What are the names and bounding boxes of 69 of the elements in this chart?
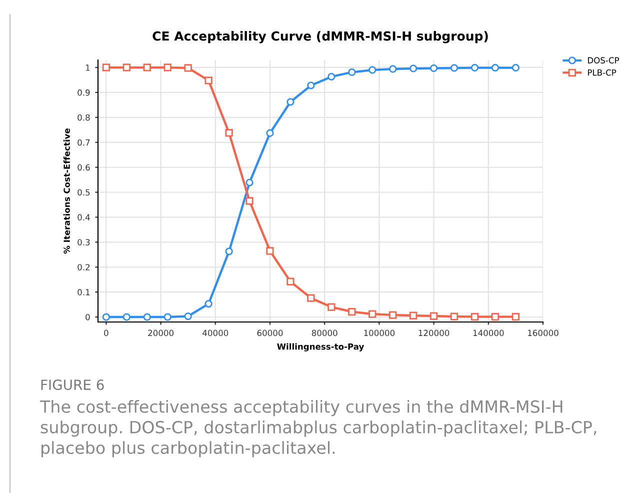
point <box>225 248 233 256</box>
y-tick-label: 0.7 <box>78 139 90 146</box>
y-tick-label: 1 <box>86 64 90 71</box>
x-tick-label: 20000 <box>148 330 174 336</box>
point <box>184 312 192 320</box>
y-tick-label: 0.2 <box>78 264 90 270</box>
point <box>430 64 438 72</box>
point <box>164 64 172 72</box>
point <box>430 312 438 320</box>
point <box>164 313 172 321</box>
y-tick-label: 0.1 <box>78 289 90 296</box>
point <box>122 313 130 321</box>
y-tick-label: 0.3 <box>78 239 90 246</box>
point <box>143 313 151 321</box>
point <box>450 312 458 320</box>
point <box>328 303 336 311</box>
caption: FIGURE 6 <box>41 380 104 390</box>
x-tick-label: 40000 <box>202 330 228 336</box>
text: The cost-effectiveness acceptability curves in the dMMR-MSI-H subgroup. DOS-CP, dostarlimabplus carboplatin-paclitaxel; PLB-CP, placebo plus carboplatin-paclitaxel. <box>40 400 596 458</box>
point <box>102 64 110 72</box>
y-tick-label: 0.8 <box>78 114 90 121</box>
y-tick-label: 0.4 <box>78 214 90 220</box>
point <box>389 65 397 73</box>
x-tick-label: 80000 <box>312 330 338 336</box>
y-tick-label: 0 <box>86 314 90 320</box>
x-tick-label: 100000 <box>364 330 395 336</box>
point <box>512 312 520 321</box>
point <box>491 64 500 72</box>
point <box>328 72 336 81</box>
legend-label: PLB-CP <box>588 69 616 76</box>
point <box>286 278 294 286</box>
legend-label: DOS-CP <box>588 57 620 64</box>
point <box>389 311 397 319</box>
y-axis-title: % Iterations Cost-Effective <box>63 128 70 254</box>
x-tick-label: 0 <box>104 330 108 336</box>
chart-title: CE Acceptability Curve (dMMR-MSI-H subgroup) <box>152 31 488 44</box>
point <box>122 64 130 72</box>
point <box>491 312 500 321</box>
y-tick-label: 0.5 <box>78 189 90 196</box>
point <box>246 197 254 205</box>
point <box>246 178 254 186</box>
x-axis-title: Willingness-to-Pay <box>277 343 364 352</box>
y-tick-label: 0.6 <box>78 164 90 171</box>
point <box>225 129 233 137</box>
point <box>410 64 418 72</box>
point <box>184 64 192 72</box>
point <box>348 68 356 76</box>
point <box>368 310 376 318</box>
point <box>307 82 315 90</box>
x-tick-label: 160000 <box>528 330 558 336</box>
point <box>470 312 479 321</box>
point <box>102 313 110 321</box>
point <box>410 312 418 320</box>
point <box>204 300 212 308</box>
y-tick-label: 0.9 <box>78 89 90 96</box>
x-tick-label: 120000 <box>418 330 450 336</box>
point <box>307 294 315 302</box>
point <box>450 64 458 72</box>
point <box>470 64 479 72</box>
point <box>348 308 356 316</box>
point <box>368 66 376 74</box>
point <box>143 64 151 72</box>
point <box>266 129 274 137</box>
x-tick-label: 60000 <box>257 330 283 336</box>
x-tick-label: 140000 <box>473 330 504 336</box>
point <box>266 247 274 255</box>
point <box>204 76 212 84</box>
point <box>512 64 520 72</box>
point <box>286 98 294 106</box>
